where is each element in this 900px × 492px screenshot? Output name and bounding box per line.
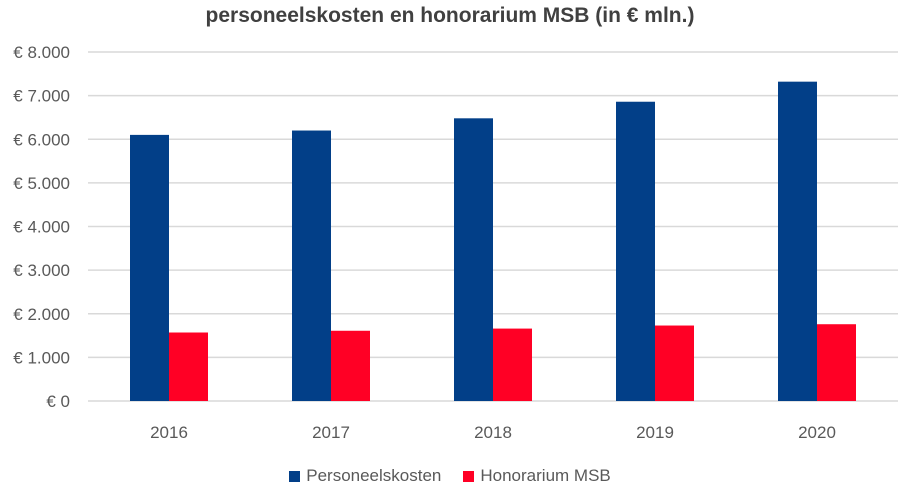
bar-personeelskosten [616, 101, 655, 402]
legend-swatch [463, 470, 475, 482]
y-tick-label: € 0 [46, 392, 70, 411]
y-tick-label: € 3.000 [13, 261, 70, 280]
x-tick-label: 2016 [150, 423, 188, 442]
x-tick-label: 2017 [312, 423, 350, 442]
bar-personeelskosten [292, 130, 331, 401]
legend: Personeelskosten Honorarium MSB [0, 466, 900, 486]
chart-title: personeelskosten en honorarium MSB (in €… [205, 4, 695, 27]
bar-honorarium-msb [817, 324, 856, 401]
legend-label: Honorarium MSB [480, 466, 611, 485]
y-tick-label: € 1.000 [13, 348, 70, 367]
bar-personeelskosten [454, 118, 493, 401]
bar-honorarium-msb [169, 332, 208, 401]
bar-personeelskosten [130, 134, 169, 401]
x-tick-label: 2019 [636, 423, 674, 442]
legend-item-honorarium: Honorarium MSB [463, 466, 611, 486]
y-tick-label: € 6.000 [13, 130, 70, 149]
legend-item-personeelskosten: Personeelskosten [289, 466, 441, 486]
y-tick-label: € 5.000 [13, 174, 70, 193]
y-tick-label: € 8.000 [13, 43, 70, 62]
x-tick-label: 2018 [474, 423, 512, 442]
bar-personeelskosten [778, 81, 817, 401]
legend-swatch [289, 470, 301, 482]
x-tick-label: 2020 [798, 423, 836, 442]
y-tick-label: € 7.000 [13, 87, 70, 106]
bar-honorarium-msb [331, 330, 370, 401]
y-tick-label: € 2.000 [13, 305, 70, 324]
bar-honorarium-msb [493, 328, 532, 401]
y-tick-label: € 4.000 [13, 218, 70, 237]
bar-honorarium-msb [655, 325, 694, 401]
legend-label: Personeelskosten [306, 466, 442, 485]
